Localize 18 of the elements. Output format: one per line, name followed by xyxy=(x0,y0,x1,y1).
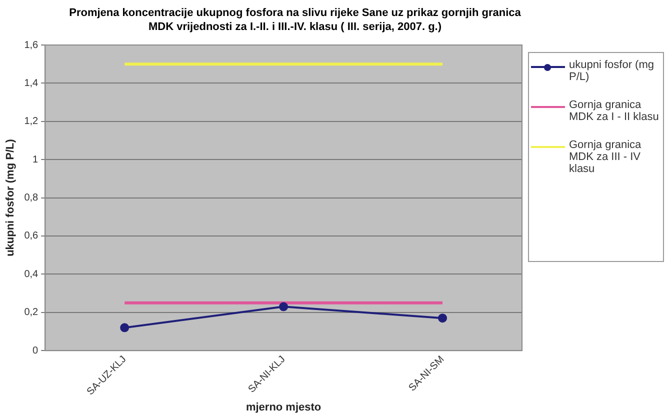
y-tick-label: 1,4 xyxy=(24,78,39,89)
legend-label: Gornja granica MDK za I - II klasu xyxy=(569,99,660,123)
y-tick-label: 1 xyxy=(32,154,39,166)
legend-label: ukupni fosfor (mg P/L) xyxy=(569,59,655,83)
point xyxy=(279,302,288,312)
y-tick-label: 0,6 xyxy=(24,230,39,242)
x-axis-title: mjerno mjesto xyxy=(246,401,322,414)
point xyxy=(438,314,448,323)
legend-label: Gornja granica MDK za III - IV klasu xyxy=(569,139,642,175)
y-axis-title: ukupni fosfor (mg P/L) xyxy=(4,138,17,256)
point xyxy=(120,323,130,332)
y-tick-label: 0,8 xyxy=(24,192,39,204)
y-tick-label: 0,2 xyxy=(24,307,39,318)
chart-title: Promjena koncentracije ukupnog fosfora na slivu rijeke Sane uz prikaz gornjih granica MDK vrijednosti za I.-II. i III.-IV. klasu ( III. serija, 2007. g.) xyxy=(68,6,522,34)
y-tick-label: 0,4 xyxy=(24,268,39,280)
y-tick-label: 0 xyxy=(32,345,39,356)
y-tick-label: 1,6 xyxy=(24,40,39,51)
y-tick-label: 1,2 xyxy=(24,116,39,128)
